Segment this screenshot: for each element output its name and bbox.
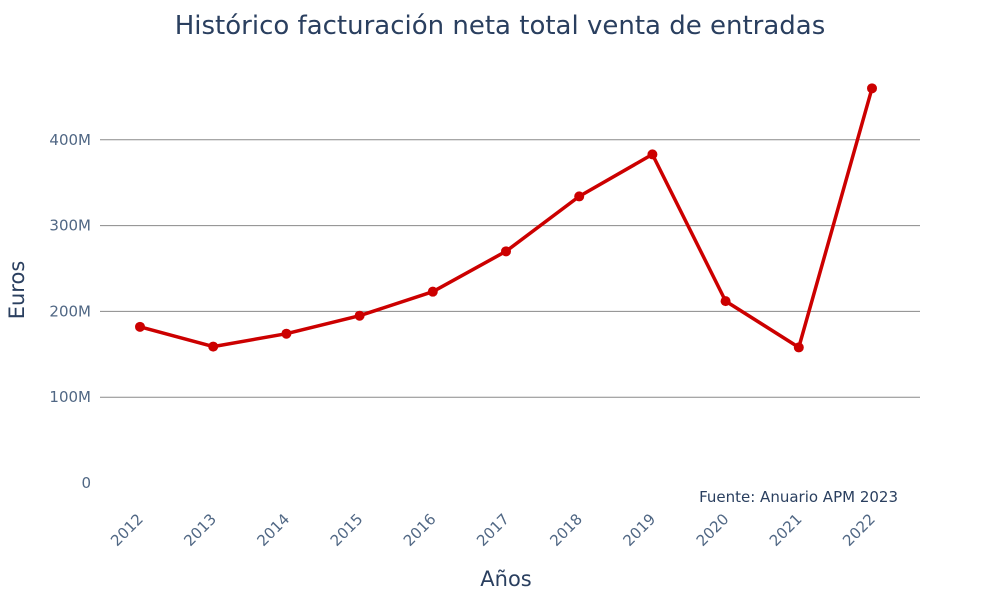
y-tick-label: 300M [49, 217, 91, 235]
x-tick-label: 2017 [473, 510, 513, 550]
data-point [354, 310, 365, 321]
x-tick-label: 2012 [107, 510, 147, 550]
x-tick-label: 2015 [327, 510, 367, 550]
series-line [139, 87, 874, 350]
x-tick-label: 2019 [619, 510, 659, 550]
series-layer [135, 83, 877, 353]
data-point [208, 341, 219, 352]
y-axis-ticks: 0 100M 200M 300M 400M [49, 131, 91, 492]
x-tick-label: 2016 [400, 510, 440, 550]
data-point [867, 83, 877, 94]
data-point [501, 246, 511, 257]
y-tick-label: 400M [49, 131, 91, 149]
y-axis-title: Euros [5, 261, 29, 320]
data-point [793, 342, 804, 353]
y-tick-label: 100M [49, 388, 91, 406]
y-tick-label: 0 [81, 474, 91, 492]
x-tick-label: 2018 [546, 510, 586, 550]
data-point [281, 328, 292, 339]
x-axis-title: Años [480, 567, 531, 591]
x-tick-label: 2021 [766, 510, 806, 550]
x-tick-label: 2022 [839, 510, 879, 550]
x-tick-label: 2013 [180, 510, 220, 550]
data-point [574, 191, 585, 202]
gridlines [100, 139, 920, 398]
x-tick-label: 2020 [693, 510, 733, 550]
y-tick-label: 200M [49, 302, 91, 320]
data-point [427, 286, 438, 297]
chart-title: Histórico facturación neta total venta d… [175, 11, 826, 41]
data-point [135, 321, 145, 332]
source-annotation: Fuente: Anuario APM 2023 [699, 488, 898, 506]
data-point [647, 149, 658, 160]
x-tick-label: 2014 [253, 510, 293, 550]
x-axis-ticks: 2012 2013 2014 2015 2016 2017 2018 2019 2020 2021… [107, 510, 879, 550]
data-point [720, 296, 731, 307]
